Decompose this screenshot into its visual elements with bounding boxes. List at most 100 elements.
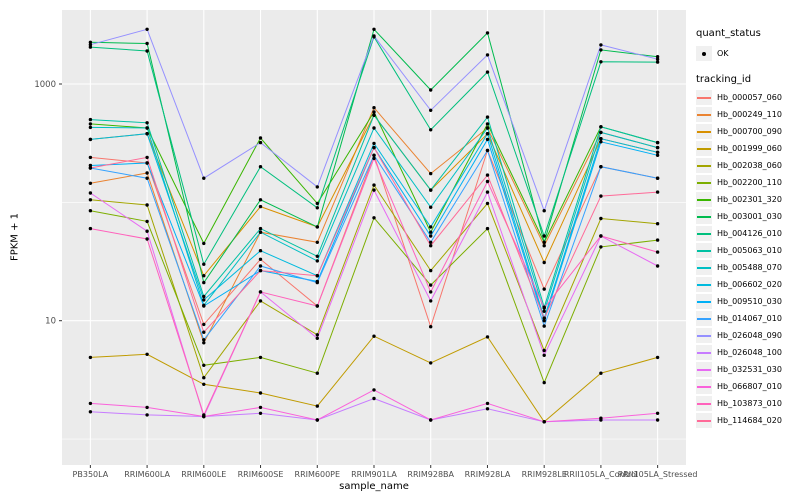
- data-point: [145, 237, 149, 241]
- data-point: [315, 206, 319, 210]
- data-point: [542, 380, 546, 385]
- data-point: [429, 171, 433, 176]
- data-point: [372, 145, 376, 150]
- series-line-icon: [696, 158, 712, 173]
- data-point: [145, 155, 149, 160]
- legend-item-label: Hb_006602_020: [717, 280, 782, 289]
- data-point: [372, 156, 376, 161]
- data-point: [429, 244, 433, 248]
- data-point: [88, 163, 93, 168]
- series-line-icon: [696, 90, 712, 105]
- data-point: [315, 333, 319, 337]
- x-tick-label: RRIM928LE: [522, 470, 567, 479]
- data-point: [315, 274, 319, 278]
- data-point: [542, 306, 546, 310]
- data-point: [258, 355, 263, 360]
- x-tick-label: RRIM928BA: [407, 470, 454, 479]
- data-point: [372, 388, 376, 392]
- data-point: [655, 153, 660, 157]
- data-point: [542, 324, 546, 328]
- data-point: [202, 338, 206, 342]
- data-point: [429, 205, 433, 209]
- legend-item: Hb_114684_020: [696, 412, 800, 429]
- legend-item: Hb_000249_110: [696, 106, 800, 123]
- data-point: [202, 298, 206, 302]
- data-point: [372, 113, 376, 117]
- data-point: [145, 219, 149, 224]
- data-point: [145, 176, 149, 180]
- legend-item: Hb_002200_110: [696, 174, 800, 191]
- data-point: [88, 191, 93, 195]
- data-point: [372, 110, 376, 114]
- data-point: [372, 141, 376, 146]
- legend-item: Hb_014067_010: [696, 310, 800, 327]
- data-point: [542, 260, 546, 265]
- data-point: [202, 262, 206, 266]
- data-point: [429, 230, 433, 234]
- data-point: [202, 330, 206, 334]
- y-axis-title: FPKM + 1: [9, 212, 21, 262]
- data-point: [542, 316, 546, 320]
- data-point: [429, 299, 433, 303]
- data-point: [542, 234, 546, 238]
- data-point: [88, 43, 93, 47]
- data-point: [145, 352, 149, 356]
- data-point: [88, 198, 93, 202]
- data-point: [655, 140, 660, 145]
- data-point: [145, 229, 149, 233]
- data-point: [485, 335, 490, 339]
- data-point: [258, 249, 263, 253]
- series-line-icon: [696, 192, 712, 207]
- data-point: [315, 371, 319, 375]
- series-line-icon: [696, 379, 712, 394]
- legend-item-label: OK: [717, 49, 729, 58]
- data-point: [429, 108, 433, 113]
- data-point: [429, 361, 433, 365]
- data-point: [655, 60, 660, 64]
- data-point: [429, 234, 433, 238]
- data-point: [258, 264, 263, 268]
- data-point: [372, 153, 376, 157]
- data-point: [655, 145, 660, 150]
- data-point: [145, 121, 149, 125]
- data-point: [258, 391, 263, 395]
- legend-item-label: Hb_002200_110: [717, 178, 782, 187]
- data-point: [202, 241, 206, 246]
- data-point: [599, 216, 603, 221]
- legend-item: Hb_001999_060: [696, 140, 800, 157]
- data-point: [258, 257, 263, 261]
- data-point: [88, 226, 93, 231]
- legend-item: Hb_002038_060: [696, 157, 800, 174]
- data-point: [599, 194, 603, 198]
- data-point: [429, 225, 433, 229]
- data-point: [258, 405, 263, 410]
- data-point: [202, 176, 206, 180]
- data-point: [88, 166, 93, 170]
- legend-title-tracking-id: tracking_id: [696, 74, 752, 85]
- data-point: [372, 396, 376, 401]
- data-point: [599, 125, 603, 129]
- data-point: [429, 88, 433, 92]
- legend-item-label: Hb_004126_010: [717, 229, 782, 238]
- legend-item-label: Hb_001999_060: [717, 144, 782, 153]
- legend-item: Hb_032531_030: [696, 361, 800, 378]
- series-line-icon: [696, 362, 712, 377]
- data-point: [542, 209, 546, 213]
- x-axis-title: sample_name: [339, 481, 409, 492]
- data-point: [485, 126, 490, 130]
- series-line-icon: [696, 311, 712, 326]
- data-point: [202, 322, 206, 327]
- data-point: [542, 240, 546, 244]
- data-point: [315, 304, 319, 308]
- data-point: [599, 245, 603, 249]
- series-line-icon: [696, 396, 712, 411]
- legend-item: Hb_002301_320: [696, 191, 800, 208]
- data-point: [542, 287, 546, 291]
- series-line-icon: [696, 294, 712, 309]
- x-tick-label: RRIM600LE: [181, 470, 226, 479]
- x-tick-label: RRIM901LA: [351, 470, 397, 479]
- legend: quant_status OK tracking_id Hb_000057_06…: [696, 28, 800, 429]
- data-point: [315, 185, 319, 189]
- x-tick-label: PB350LA: [73, 470, 109, 479]
